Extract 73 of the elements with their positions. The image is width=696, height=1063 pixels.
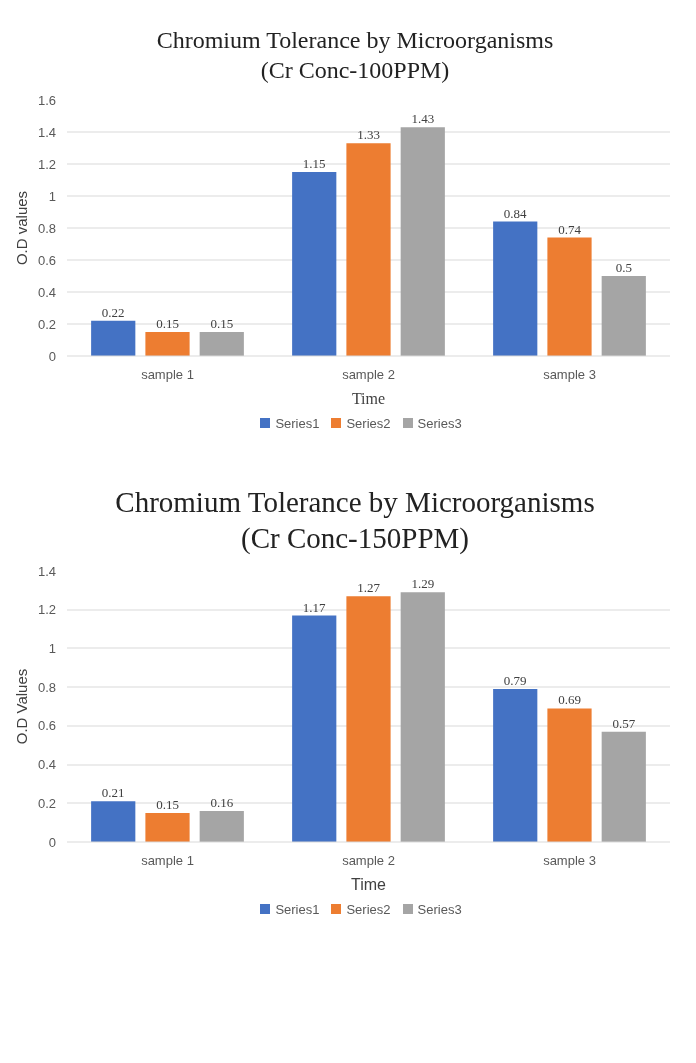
y-tick-label: 0: [48, 348, 56, 364]
data-label: 1.33: [357, 127, 380, 143]
x-tick-label: sample 1: [141, 367, 194, 382]
y-tick-label: 0.6: [37, 718, 57, 734]
bar: [199, 332, 244, 356]
data-label: 0.5: [615, 260, 632, 275]
bar: [601, 276, 646, 356]
bar: [400, 127, 445, 356]
legend-label: Series3: [417, 902, 462, 918]
bar: [493, 221, 538, 356]
x-tick-label: sample 2: [342, 853, 395, 869]
data-label: 0.69: [558, 692, 581, 708]
bar: [547, 708, 592, 843]
y-tick-label: 1: [48, 188, 56, 204]
bar: [346, 143, 391, 356]
data-label: 0.57: [612, 715, 636, 731]
data-label: 1.29: [411, 576, 435, 592]
y-tick-label: 0.8: [37, 679, 57, 695]
x-axis-title: Time: [351, 876, 387, 894]
bar: [145, 332, 190, 356]
data-label: 1.15: [302, 156, 326, 171]
x-tick-label: sample 1: [141, 853, 194, 869]
data-label: 0.16: [210, 795, 234, 811]
data-label: 1.43: [411, 111, 435, 127]
y-tick-label: 0.8: [37, 220, 57, 236]
y-tick-label: 0: [48, 834, 56, 850]
data-label: 0.15: [156, 797, 179, 813]
y-tick-label: 1.4: [37, 563, 57, 579]
y-tick-label: 0.4: [37, 284, 57, 300]
bar: [91, 320, 136, 356]
data-label: 0.22: [101, 304, 125, 320]
y-tick-label: 1.4: [37, 124, 57, 140]
chart-subtitle: (Cr Conc-150PPM): [241, 521, 469, 554]
y-tick-label: 1: [48, 640, 56, 656]
legend-label: Series1: [275, 902, 320, 918]
bar: [346, 596, 391, 843]
chart-title: Chromium Tolerance by Microorganisms: [156, 27, 554, 53]
y-tick-label: 0.2: [37, 316, 57, 332]
bar: [601, 731, 646, 843]
bar: [145, 813, 190, 843]
bar: [547, 237, 592, 356]
bar: [91, 801, 136, 843]
data-label: 1.17: [302, 599, 327, 615]
data-label: 0.84: [503, 205, 528, 221]
x-tick-label: sample 3: [543, 853, 596, 869]
data-label: 0.74: [558, 221, 582, 237]
data-label: 1.27: [357, 580, 381, 596]
bar: [493, 689, 538, 843]
bar: [292, 172, 337, 356]
chart-subtitle: (Cr Conc-100PPM): [260, 57, 450, 83]
data-label: 0.79: [503, 673, 527, 689]
bar: [199, 811, 244, 843]
x-axis-title: Time: [351, 390, 386, 407]
legend-label: Series2: [346, 902, 391, 918]
y-axis-title: O.D Values: [12, 668, 30, 745]
bar: [292, 615, 337, 843]
legend-label: Series1: [275, 416, 320, 431]
legend-label: Series3: [417, 416, 462, 431]
legend-label: Series2: [346, 416, 391, 431]
y-tick-label: 1.2: [37, 602, 57, 618]
chart-title: Chromium Tolerance by Microorganisms: [115, 485, 595, 518]
data-label: 0.15: [210, 316, 234, 331]
y-tick-label: 1.6: [37, 92, 57, 108]
y-tick-label: 0.4: [37, 757, 57, 773]
y-tick-label: 0.2: [37, 795, 57, 811]
y-axis-title: O.D values: [12, 190, 30, 266]
bar: [400, 592, 445, 843]
data-label: 0.15: [156, 316, 179, 331]
y-tick-label: 0.6: [37, 252, 57, 268]
y-tick-label: 1.2: [37, 156, 57, 172]
x-tick-label: sample 3: [543, 367, 596, 382]
data-label: 0.21: [101, 785, 125, 801]
x-tick-label: sample 2: [342, 367, 395, 382]
